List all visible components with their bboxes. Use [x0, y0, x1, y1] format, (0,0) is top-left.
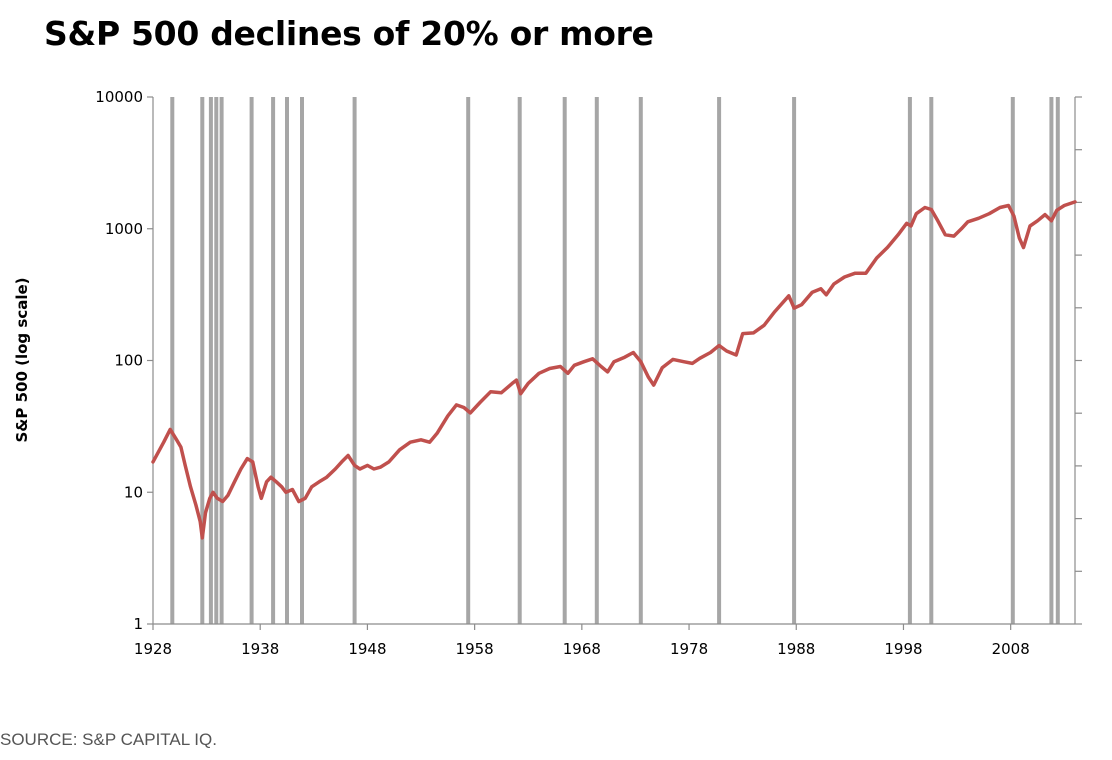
x-tick-label-8: 2008: [992, 640, 1030, 658]
x-tick-label-1: 1938: [241, 640, 279, 658]
y-tick-label-2: 100: [114, 352, 143, 370]
y-tick-label-3: 1000: [105, 220, 143, 238]
x-tick-label-0: 1928: [134, 640, 172, 658]
decline-marker-10: [466, 97, 471, 624]
decline-marker-11: [517, 97, 522, 624]
decline-marker-20: [1049, 97, 1054, 624]
y-tick-label-4: 10000: [95, 88, 143, 106]
tick-labels: 1 10 100 1000 10000 1928 1938 1948 1958 1968 1978 1…: [95, 88, 1029, 658]
axes: [147, 96, 1082, 630]
decline-marker-8: [300, 97, 304, 624]
decline-marker-4: [219, 97, 224, 624]
decline-marker-19: [1010, 97, 1015, 624]
decline-markers: [170, 97, 1060, 624]
y-tick-label-1: 10: [124, 483, 143, 501]
decline-marker-2: [208, 97, 213, 624]
decline-marker-9: [352, 97, 357, 624]
decline-marker-5: [249, 97, 254, 624]
decline-marker-0: [170, 97, 175, 624]
decline-marker-15: [717, 97, 722, 624]
decline-marker-3: [214, 97, 219, 624]
decline-marker-1: [200, 97, 205, 624]
decline-marker-17: [907, 97, 912, 624]
source-note: SOURCE: S&P CAPITAL IQ.: [0, 730, 217, 749]
x-tick-label-6: 1988: [777, 640, 815, 658]
x-tick-label-2: 1948: [348, 640, 386, 658]
x-tick-label-3: 1958: [456, 640, 494, 658]
x-tick-label-4: 1968: [563, 640, 601, 658]
y-tick-label-0: 1: [133, 615, 143, 633]
x-tick-label-5: 1978: [670, 640, 708, 658]
decline-marker-12: [562, 97, 567, 624]
series-line-group: [151, 200, 1077, 540]
decline-marker-16: [792, 97, 797, 624]
decline-marker-21: [1055, 97, 1060, 624]
x-tick-label-7: 1998: [884, 640, 922, 658]
decline-marker-18: [929, 97, 934, 624]
decline-marker-6: [271, 97, 276, 624]
series-line: [151, 200, 1077, 540]
chart-title: S&P 500 declines of 20% or more: [44, 14, 654, 53]
decline-marker-7: [285, 97, 289, 624]
